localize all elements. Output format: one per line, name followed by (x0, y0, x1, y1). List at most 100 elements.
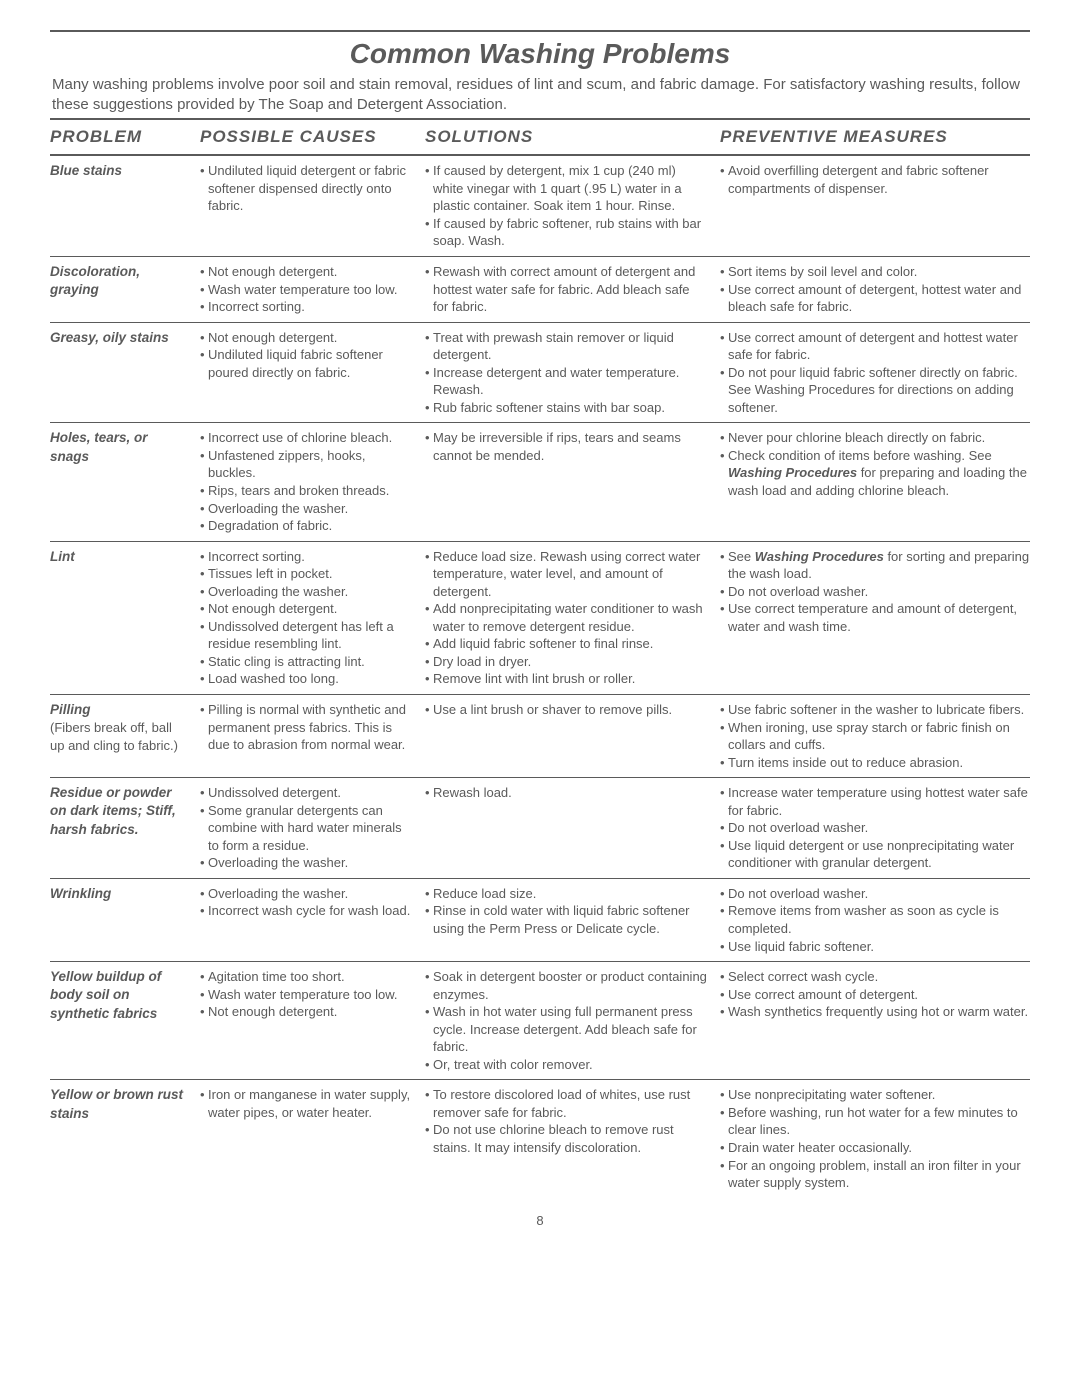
list-item: May be irreversible if rips, tears and s… (425, 429, 708, 464)
list-item: Not enough detergent. (200, 600, 413, 618)
list-item: Turn items inside out to reduce abrasion… (720, 754, 1030, 772)
problem-cell: Pilling(Fibers break off, ball up and cl… (50, 701, 200, 771)
solutions-cell: May be irreversible if rips, tears and s… (425, 429, 720, 534)
list-item: Undiluted liquid detergent or fabric sof… (200, 162, 413, 215)
causes-list: Undiluted liquid detergent or fabric sof… (200, 162, 413, 215)
problem-cell: Greasy, oily stains (50, 329, 200, 417)
list-item: Add nonprecipitating water conditioner t… (425, 600, 708, 635)
header-preventive: PREVENTIVE MEASURES (720, 126, 1030, 149)
causes-cell: Not enough detergent.Undiluted liquid fa… (200, 329, 425, 417)
solutions-cell: Rewash load. (425, 784, 720, 872)
list-item: Check condition of items before washing.… (720, 447, 1030, 500)
preventive-list: Never pour chlorine bleach directly on f… (720, 429, 1030, 499)
intro-text: Many washing problems involve poor soil … (50, 75, 1030, 116)
list-item: Reduce load size. (425, 885, 708, 903)
preventive-list: Use correct amount of detergent and hott… (720, 329, 1030, 417)
causes-list: Iron or manganese in water supply, water… (200, 1086, 413, 1121)
solutions-list: If caused by detergent, mix 1 cup (240 m… (425, 162, 708, 250)
problem-cell: Discoloration, graying (50, 263, 200, 316)
causes-list: Incorrect use of chlorine bleach.Unfaste… (200, 429, 413, 534)
list-item: Select correct wash cycle. (720, 968, 1030, 986)
preventive-list: Use nonprecipitating water softener.Befo… (720, 1086, 1030, 1191)
problem-label: Wrinkling (50, 885, 188, 903)
list-item: Static cling is attracting lint. (200, 653, 413, 671)
list-item: Undissolved detergent. (200, 784, 413, 802)
problem-label: Blue stains (50, 162, 188, 180)
list-item: Use correct amount of detergent, hottest… (720, 281, 1030, 316)
causes-list: Not enough detergent.Wash water temperat… (200, 263, 413, 316)
preventive-cell: Do not overload washer.Remove items from… (720, 885, 1030, 955)
list-item: Pilling is normal with synthetic and per… (200, 701, 413, 754)
list-item: Some granular detergents can combine wit… (200, 802, 413, 855)
solutions-list: Rewash with correct amount of detergent … (425, 263, 708, 316)
causes-cell: Not enough detergent.Wash water temperat… (200, 263, 425, 316)
list-item: Iron or manganese in water supply, water… (200, 1086, 413, 1121)
solutions-list: Soak in detergent booster or product con… (425, 968, 708, 1073)
preventive-cell: Never pour chlorine bleach directly on f… (720, 429, 1030, 534)
list-item: Undissolved detergent has left a residue… (200, 618, 413, 653)
list-item: Incorrect use of chlorine bleach. (200, 429, 413, 447)
causes-cell: Pilling is normal with synthetic and per… (200, 701, 425, 771)
list-item: When ironing, use spray starch or fabric… (720, 719, 1030, 754)
list-item: Use liquid detergent or use nonprecipita… (720, 837, 1030, 872)
preventive-list: Sort items by soil level and color.Use c… (720, 263, 1030, 316)
list-item: Use correct amount of detergent. (720, 986, 1030, 1004)
list-item: Undiluted liquid fabric softener poured … (200, 346, 413, 381)
problem-cell: Residue or powder on dark items; Stiff, … (50, 784, 200, 872)
list-item: Sort items by soil level and color. (720, 263, 1030, 281)
preventive-cell: Use correct amount of detergent and hott… (720, 329, 1030, 417)
list-item: Reduce load size. Rewash using correct w… (425, 548, 708, 601)
causes-cell: Incorrect use of chlorine bleach.Unfaste… (200, 429, 425, 534)
problem-label: Greasy, oily stains (50, 329, 188, 347)
list-item: Do not overload washer. (720, 885, 1030, 903)
problem-sub: (Fibers break off, ball up and cling to … (50, 719, 188, 754)
preventive-list: Select correct wash cycle.Use correct am… (720, 968, 1030, 1021)
list-item: Agitation time too short. (200, 968, 413, 986)
header-problem: PROBLEM (50, 126, 200, 149)
list-item: Use a lint brush or shaver to remove pil… (425, 701, 708, 719)
causes-cell: Undissolved detergent. Some granular det… (200, 784, 425, 872)
table-row: Yellow buildup of body soil on synthetic… (50, 962, 1030, 1080)
list-item: Treat with prewash stain remover or liqu… (425, 329, 708, 364)
causes-cell: Incorrect sorting.Tissues left in pocket… (200, 548, 425, 688)
problem-label: Residue or powder on dark items; Stiff, … (50, 784, 188, 839)
list-item: Before washing, run hot water for a few … (720, 1104, 1030, 1139)
solutions-cell: To restore discolored load of whites, us… (425, 1086, 720, 1191)
list-item: Rewash with correct amount of detergent … (425, 263, 708, 316)
list-item: To restore discolored load of whites, us… (425, 1086, 708, 1121)
solutions-cell: If caused by detergent, mix 1 cup (240 m… (425, 162, 720, 250)
preventive-list: Use fabric softener in the washer to lub… (720, 701, 1030, 771)
problems-table: PROBLEM POSSIBLE CAUSES SOLUTIONS PREVEN… (50, 124, 1030, 1197)
page-title: Common Washing Problems (50, 35, 1030, 73)
list-item: Drain water heater occasionally. (720, 1139, 1030, 1157)
list-item: Not enough detergent. (200, 263, 413, 281)
table-row: Yellow or brown rust stainsIron or manga… (50, 1080, 1030, 1197)
list-item: Wash in hot water using full permanent p… (425, 1003, 708, 1056)
solutions-cell: Reduce load size. Rewash using correct w… (425, 548, 720, 688)
preventive-cell: Use nonprecipitating water softener.Befo… (720, 1086, 1030, 1191)
problem-cell: Yellow or brown rust stains (50, 1086, 200, 1191)
list-item: Tissues left in pocket. (200, 565, 413, 583)
list-item: Use nonprecipitating water softener. (720, 1086, 1030, 1104)
preventive-cell: Increase water temperature using hottest… (720, 784, 1030, 872)
list-item: Soak in detergent booster or product con… (425, 968, 708, 1003)
table-row: Blue stains Undiluted liquid detergent or… (50, 156, 1030, 257)
causes-cell: Iron or manganese in water supply, water… (200, 1086, 425, 1191)
list-item: Overloading the washer. (200, 885, 413, 903)
problem-cell: Wrinkling (50, 885, 200, 955)
list-item: Never pour chlorine bleach directly on f… (720, 429, 1030, 447)
problem-label: Yellow buildup of body soil on synthetic… (50, 968, 188, 1023)
list-item: Not enough detergent. (200, 1003, 413, 1021)
solutions-cell: Rewash with correct amount of detergent … (425, 263, 720, 316)
preventive-cell: Use fabric softener in the washer to lub… (720, 701, 1030, 771)
list-item: Add liquid fabric softener to final rins… (425, 635, 708, 653)
list-item: Dry load in dryer. (425, 653, 708, 671)
causes-list: Agitation time too short.Wash water temp… (200, 968, 413, 1021)
list-item: Avoid overfilling detergent and fabric s… (720, 162, 1030, 197)
list-item: Wash water temperature too low. (200, 986, 413, 1004)
solutions-list: Reduce load size.Rinse in cold water wit… (425, 885, 708, 938)
list-item: Use correct temperature and amount of de… (720, 600, 1030, 635)
preventive-cell: Sort items by soil level and color.Use c… (720, 263, 1030, 316)
list-item: Do not overload washer. (720, 583, 1030, 601)
list-item: Use correct amount of detergent and hott… (720, 329, 1030, 364)
